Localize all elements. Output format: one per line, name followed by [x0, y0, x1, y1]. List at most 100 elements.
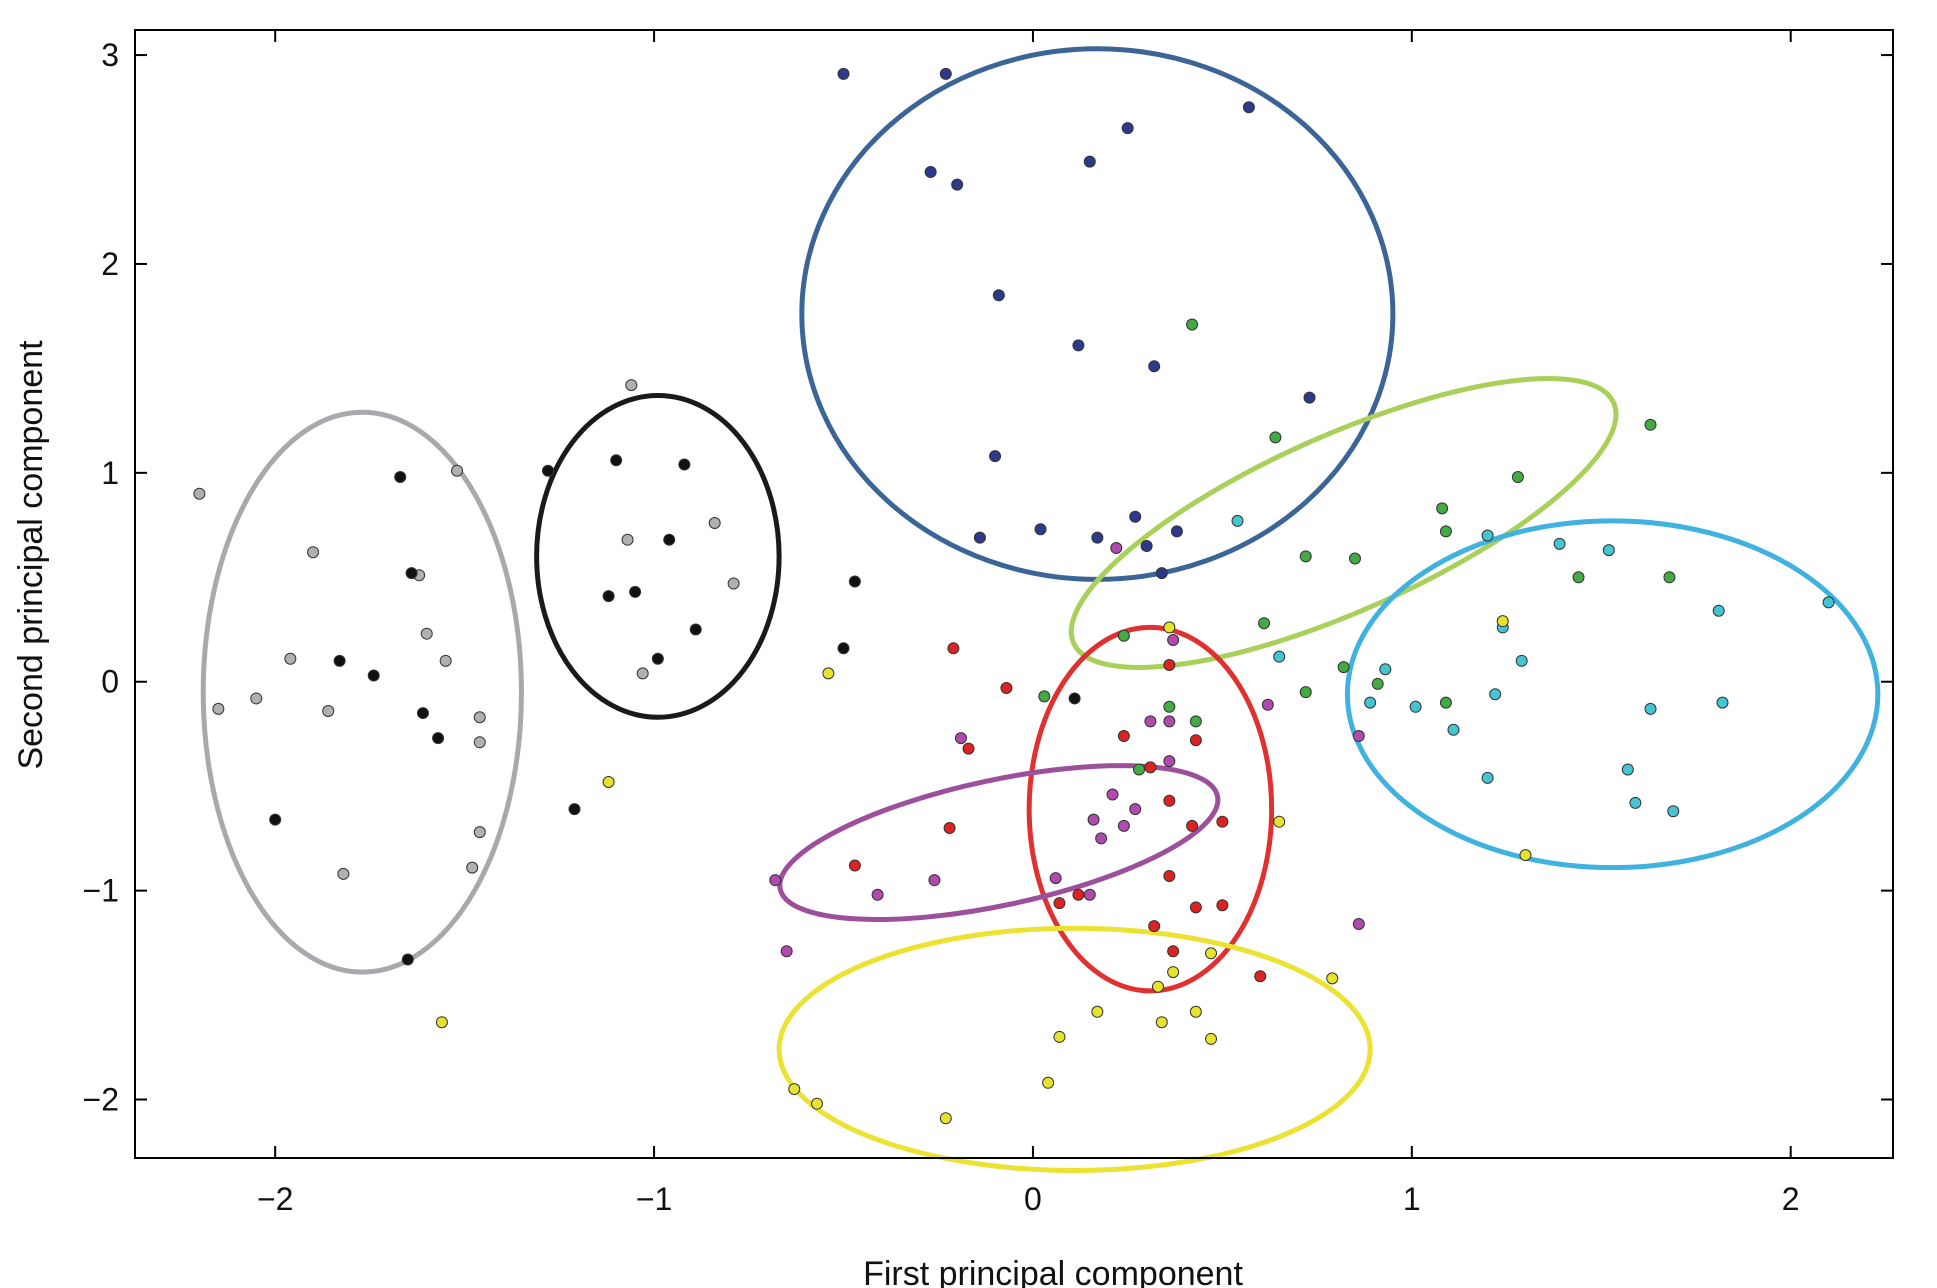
data-point [678, 458, 691, 471]
data-point [621, 533, 634, 546]
x-tick-label: 2 [1782, 1181, 1800, 1217]
data-point [1189, 734, 1202, 747]
data-point [367, 669, 380, 682]
data-point [1091, 1005, 1104, 1018]
data-point [568, 803, 581, 816]
cluster-ellipse-4 [1068, 376, 1619, 670]
data-point [943, 821, 956, 834]
data-point [962, 742, 975, 755]
data-point [1117, 730, 1130, 743]
data-point [1167, 633, 1180, 646]
data-point [1621, 763, 1634, 776]
data-point [1167, 945, 1180, 958]
data-point [1144, 761, 1157, 774]
data-point [1072, 339, 1085, 352]
data-point [1121, 122, 1134, 135]
data-point [1068, 692, 1081, 705]
data-point [250, 692, 263, 705]
data-point [822, 667, 835, 680]
data-point [780, 945, 793, 958]
data-point [1348, 552, 1361, 565]
data-point [1072, 888, 1085, 901]
data-point [541, 464, 554, 477]
data-point [1436, 502, 1449, 515]
data-point [1133, 763, 1146, 776]
data-point [193, 487, 206, 500]
data-point [1216, 815, 1229, 828]
data-point [435, 1016, 448, 1029]
data-point [1148, 920, 1161, 933]
data-point [420, 627, 433, 640]
data-point [629, 585, 642, 598]
data-point [1572, 571, 1585, 584]
data-point [1299, 686, 1312, 699]
data-point [1273, 650, 1286, 663]
data-point [625, 379, 638, 392]
data-point [1144, 715, 1157, 728]
data-point [848, 575, 861, 588]
data-point [1489, 688, 1502, 701]
data-point [769, 874, 782, 887]
x-tick-label: 0 [1024, 1181, 1042, 1217]
data-point [1151, 980, 1164, 993]
data-point [1519, 849, 1532, 862]
cluster-ellipse-5 [1344, 518, 1881, 871]
data-point [1163, 755, 1176, 768]
data-point [473, 736, 486, 749]
data-point [1110, 542, 1123, 555]
data-point [1163, 794, 1176, 807]
data-point [871, 888, 884, 901]
cluster-ellipse-6 [1026, 624, 1275, 994]
x-tick-label: −1 [636, 1181, 672, 1217]
data-point [1269, 431, 1282, 444]
data-point [663, 533, 676, 546]
data-point [1511, 471, 1524, 484]
data-point [401, 953, 414, 966]
cluster-ellipse-3 [799, 46, 1396, 582]
data-point [947, 642, 960, 655]
data-point [1352, 730, 1365, 743]
data-point [1439, 525, 1452, 538]
data-point [951, 178, 964, 191]
data-point [992, 289, 1005, 302]
data-point [1273, 815, 1286, 828]
y-axis-title: Second principal component [12, 340, 50, 770]
data-point [1053, 897, 1066, 910]
data-point [1205, 947, 1218, 960]
y-tick-label: 1 [101, 455, 119, 491]
data-point [1083, 888, 1096, 901]
data-point [1038, 690, 1051, 703]
data-point [1822, 596, 1835, 609]
data-point [1163, 621, 1176, 634]
data-point [1189, 901, 1202, 914]
data-point [1371, 677, 1384, 690]
data-point [337, 867, 350, 880]
data-point [322, 704, 335, 717]
data-point [1716, 696, 1729, 709]
data-point [1303, 391, 1316, 404]
data-point [269, 813, 282, 826]
data-point [1481, 529, 1494, 542]
data-point [1254, 970, 1267, 983]
data-point [1083, 155, 1096, 168]
data-point [307, 546, 320, 559]
data-point [1644, 418, 1657, 431]
data-point [284, 652, 297, 665]
data-point [727, 577, 740, 590]
data-point [1189, 715, 1202, 728]
data-point [1481, 771, 1494, 784]
data-point [1163, 700, 1176, 713]
cluster-ellipse-8 [776, 925, 1373, 1174]
y-tick-label: 0 [101, 664, 119, 700]
data-point [1129, 803, 1142, 816]
data-point [939, 1112, 952, 1125]
x-tick-label: 1 [1403, 1181, 1421, 1217]
data-point [973, 531, 986, 544]
data-point [788, 1083, 801, 1096]
data-point [1299, 550, 1312, 563]
plot-frame [134, 29, 1894, 1159]
data-point [1155, 1016, 1168, 1029]
data-point [473, 826, 486, 839]
data-point [1261, 698, 1274, 711]
